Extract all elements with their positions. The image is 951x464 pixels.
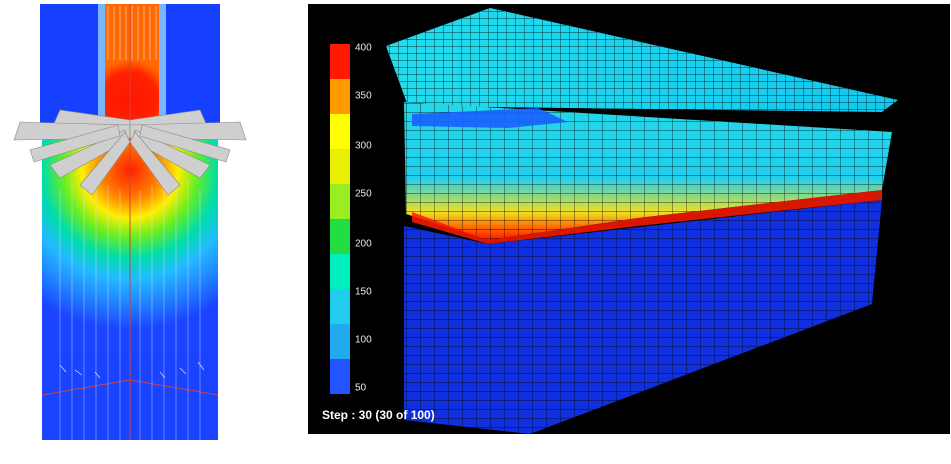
cross-section-svg (13, 4, 247, 440)
legend-tick: 100 (355, 334, 372, 346)
legend-swatch (330, 184, 350, 219)
legend-tick: 250 (355, 188, 372, 200)
legend-swatch (330, 44, 350, 79)
legend-swatch (330, 114, 350, 149)
cold-spot (412, 108, 568, 128)
mesh-render (386, 8, 898, 434)
legend-tick: 50 (355, 382, 367, 394)
spread-arrows (13, 109, 247, 196)
streamlines (59, 175, 201, 440)
temperature-3d-view: 400 350 300 250 200 150 100 50 Step : 30… (308, 4, 950, 434)
legend-tick: 150 (355, 286, 372, 298)
legend-swatch (330, 289, 350, 324)
legend-swatch (330, 219, 350, 254)
cross-section-plot (0, 0, 270, 459)
legend-tick: 350 (355, 90, 372, 102)
legend-swatch (330, 324, 350, 359)
hot-band (412, 190, 882, 244)
legend-swatch (330, 79, 350, 114)
legend-tick: 400 (355, 42, 372, 54)
legend-tick: 300 (355, 140, 372, 152)
bottom-boundary (41, 379, 219, 396)
inflow-vectors (107, 6, 157, 60)
legend-swatch (330, 254, 350, 289)
color-legend-panel: 400 350 300 250 200 150 100 50 (320, 42, 378, 394)
bottom-vectors (59, 361, 205, 379)
step-indicator: Step : 30 (30 of 100) (322, 408, 435, 422)
legend-swatch (330, 149, 350, 184)
legend-swatch (330, 359, 350, 394)
legend-tick: 200 (355, 238, 372, 250)
